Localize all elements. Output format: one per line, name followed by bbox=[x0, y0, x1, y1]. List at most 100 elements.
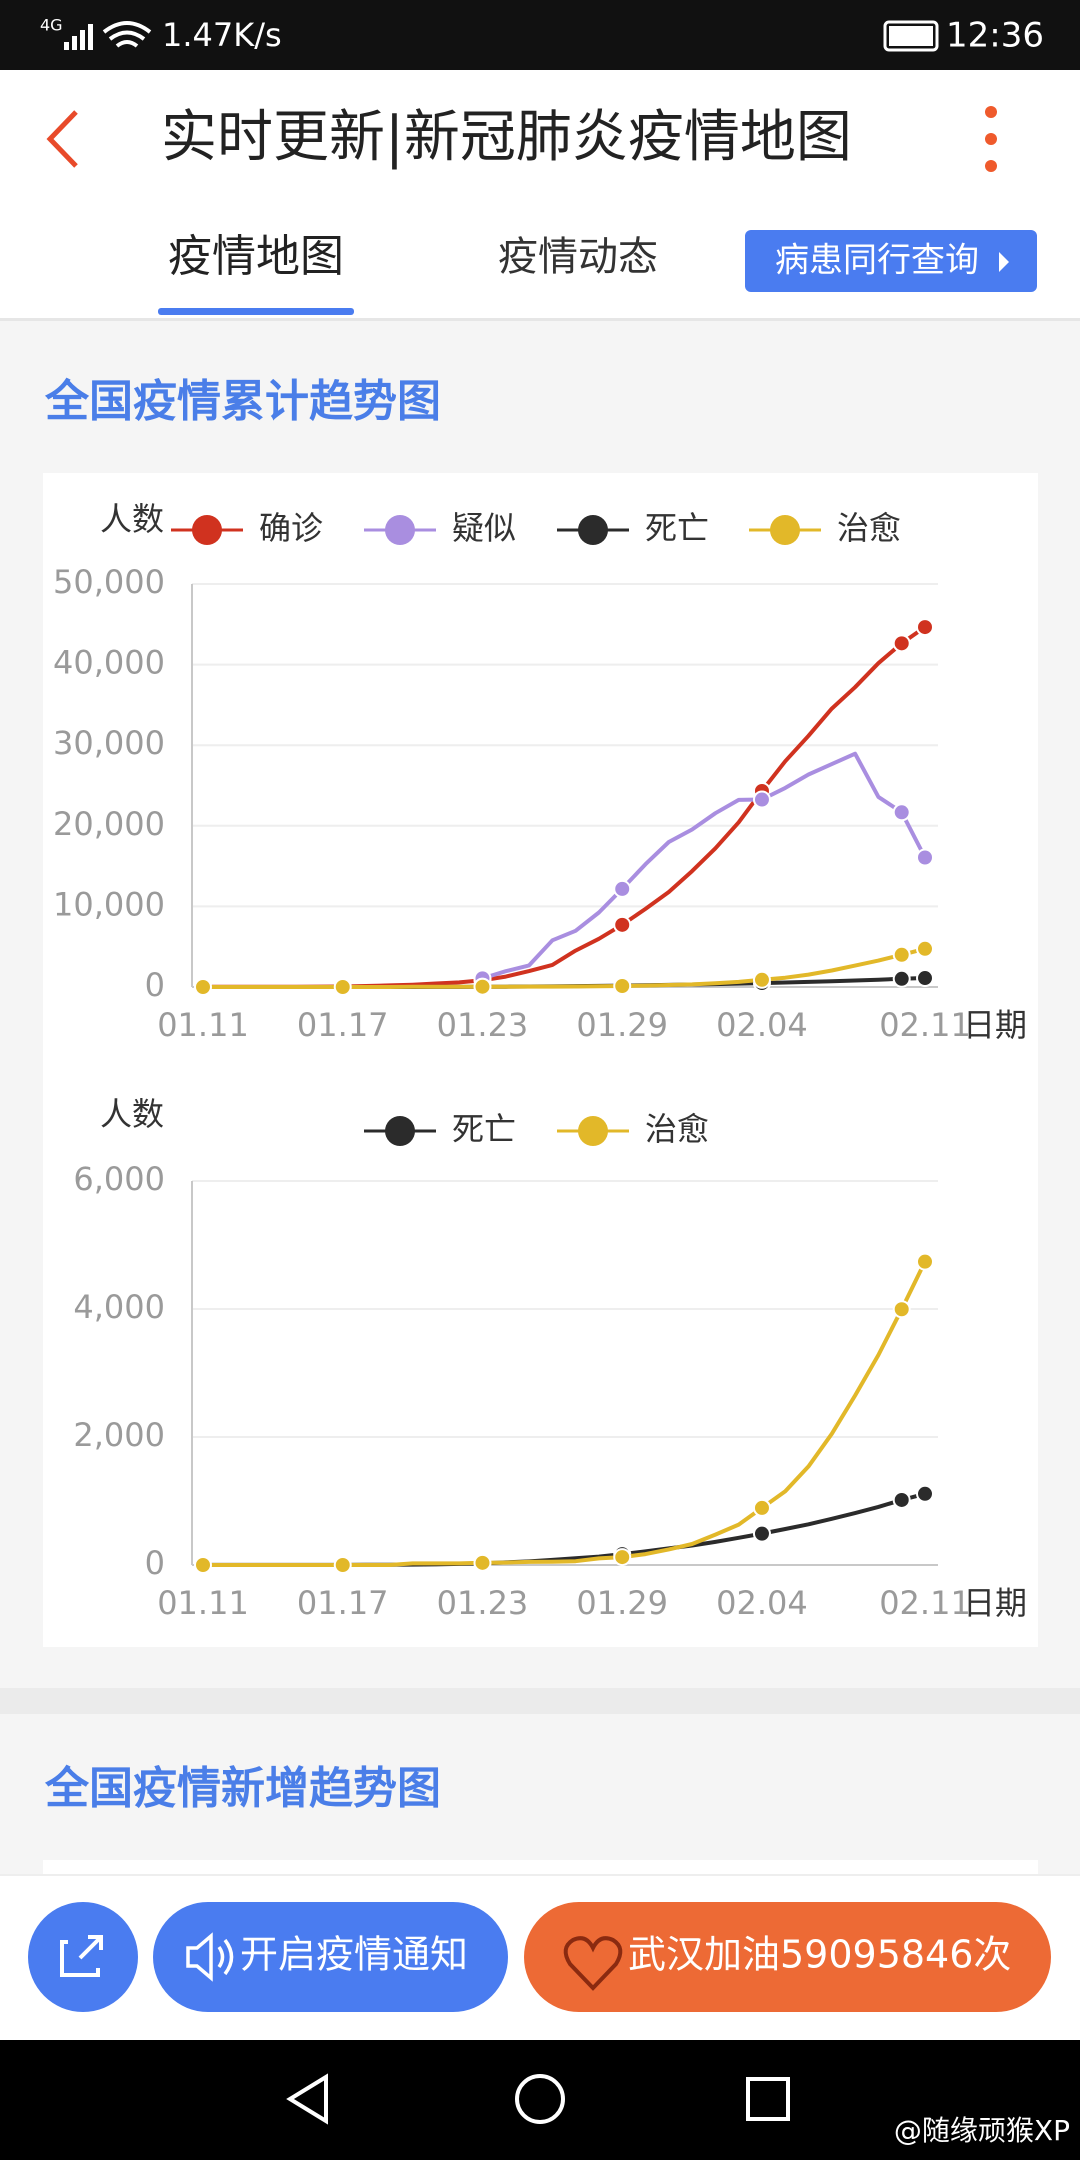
cheer-label: 武汉加油59095846次 bbox=[628, 1933, 1011, 1977]
tab[interactable]: 疫情动态 bbox=[498, 234, 658, 280]
section-title: 全国疫情新增趋势图 bbox=[44, 1763, 441, 1814]
x-tick-label: 01.29 bbox=[576, 1584, 668, 1622]
data-point bbox=[892, 634, 911, 653]
data-point bbox=[333, 978, 352, 996]
data-point bbox=[752, 970, 771, 989]
tab-indicator bbox=[158, 308, 354, 315]
y-tick-label: 30,000 bbox=[53, 724, 165, 762]
share-icon bbox=[60, 1935, 103, 1977]
wifi-icon bbox=[102, 21, 152, 48]
network-speed: 1.47K/s bbox=[162, 16, 282, 54]
x-axis-label: 日期 bbox=[963, 1006, 1027, 1044]
heart-icon bbox=[563, 1936, 623, 1991]
y-tick-label: 0 bbox=[145, 1544, 165, 1582]
back-button[interactable] bbox=[46, 110, 78, 168]
legend-marker bbox=[770, 515, 800, 545]
legend-marker bbox=[578, 1116, 608, 1146]
data-point bbox=[473, 1553, 492, 1572]
legend-label: 死亡 bbox=[645, 509, 709, 547]
notify-button[interactable] bbox=[153, 1902, 508, 2012]
data-point bbox=[916, 939, 934, 958]
y-tick-label: 20,000 bbox=[53, 805, 165, 843]
battery-level bbox=[889, 26, 933, 46]
x-tick-label: 02.11 bbox=[879, 1584, 971, 1622]
y-axis-label: 人数 bbox=[100, 500, 164, 538]
x-tick-label: 01.29 bbox=[576, 1006, 668, 1044]
x-tick-label: 01.11 bbox=[157, 1584, 249, 1622]
legend-label: 治愈 bbox=[645, 1110, 709, 1148]
divider bbox=[0, 318, 1080, 321]
data-point bbox=[194, 1556, 212, 1574]
nav-bar bbox=[0, 2040, 1080, 2160]
battery-icon bbox=[883, 20, 939, 52]
legend-marker bbox=[385, 1116, 415, 1146]
data-point bbox=[892, 969, 911, 988]
data-point bbox=[916, 618, 934, 637]
data-point bbox=[916, 848, 934, 867]
data-point bbox=[892, 1490, 911, 1509]
x-tick-label: 02.04 bbox=[716, 1584, 808, 1622]
series-line bbox=[481, 751, 927, 981]
x-tick-label: 02.04 bbox=[716, 1006, 808, 1044]
tab-active[interactable]: 疫情地图 bbox=[168, 231, 344, 282]
data-point bbox=[892, 945, 911, 964]
tab-button-arrow bbox=[999, 252, 1009, 272]
watermark: @随缘顽猴XP bbox=[894, 2114, 1070, 2147]
legend-marker bbox=[192, 515, 222, 545]
y-tick-label: 40,000 bbox=[53, 644, 165, 682]
section-title: 全国疫情累计趋势图 bbox=[44, 376, 441, 427]
legend-label: 确诊 bbox=[259, 509, 323, 547]
x-tick-label: 01.11 bbox=[157, 1006, 249, 1044]
network: 4G bbox=[40, 16, 63, 35]
data-point bbox=[333, 1556, 352, 1574]
signal-icon bbox=[64, 24, 93, 50]
legend-label: 死亡 bbox=[452, 1110, 516, 1148]
clock: 12:36 bbox=[946, 16, 1044, 56]
y-tick-label: 4,000 bbox=[73, 1288, 165, 1326]
legend-label: 疑似 bbox=[452, 509, 516, 547]
data-point bbox=[752, 1524, 771, 1543]
x-tick-label: 01.23 bbox=[437, 1006, 529, 1044]
cheer-button[interactable] bbox=[524, 1902, 1051, 2012]
data-point bbox=[613, 915, 632, 934]
x-axis-label: 日期 bbox=[963, 1584, 1027, 1622]
y-tick-label: 6,000 bbox=[73, 1160, 165, 1198]
nav-back[interactable] bbox=[286, 2073, 328, 2125]
data-point bbox=[194, 978, 212, 996]
series-line bbox=[203, 946, 926, 989]
nav-home[interactable] bbox=[515, 2074, 565, 2124]
data-point bbox=[892, 803, 911, 822]
data-point bbox=[916, 1484, 934, 1503]
tab-button-label: 病患同行查询 bbox=[775, 241, 979, 281]
data-point bbox=[752, 790, 771, 809]
data-point bbox=[892, 1300, 911, 1319]
y-tick-label: 50,000 bbox=[53, 563, 165, 601]
section-gap bbox=[0, 1688, 1080, 1714]
legend-label: 治愈 bbox=[837, 509, 901, 547]
data-point bbox=[916, 1252, 934, 1271]
divider bbox=[0, 1874, 1080, 1876]
x-tick-label: 01.17 bbox=[297, 1006, 389, 1044]
data-point bbox=[916, 969, 934, 988]
notify-label: 开启疫情通知 bbox=[240, 1933, 468, 1977]
data-point bbox=[752, 1498, 771, 1517]
y-tick-label: 2,000 bbox=[73, 1416, 165, 1454]
y-tick-label: 10,000 bbox=[53, 885, 165, 923]
menu-button[interactable] bbox=[985, 106, 997, 172]
nav-recent[interactable] bbox=[746, 2077, 790, 2121]
data-point bbox=[613, 977, 632, 996]
x-tick-label: 02.11 bbox=[879, 1006, 971, 1044]
x-tick-label: 01.23 bbox=[437, 1584, 529, 1622]
speaker-icon bbox=[186, 1932, 234, 1982]
chart-card bbox=[43, 1860, 1038, 1874]
x-tick-label: 01.17 bbox=[297, 1584, 389, 1622]
data-point bbox=[613, 879, 632, 898]
tab-button[interactable] bbox=[745, 230, 1037, 292]
series-line bbox=[203, 1260, 927, 1567]
data-point bbox=[473, 977, 492, 996]
y-axis-label: 人数 bbox=[100, 1095, 164, 1133]
y-tick-label: 0 bbox=[145, 966, 165, 1004]
legend-marker bbox=[385, 515, 415, 545]
